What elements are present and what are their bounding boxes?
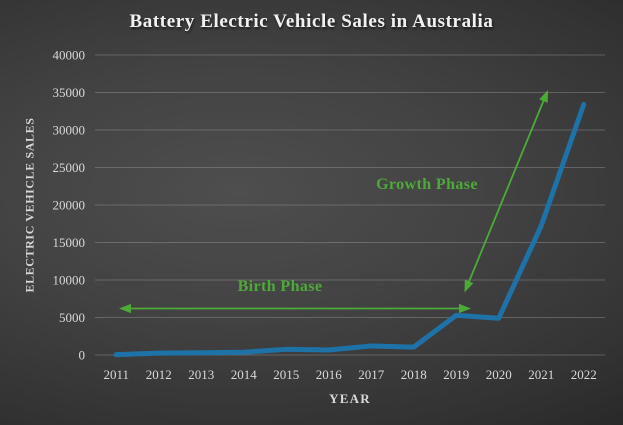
growth-phase-arrow xyxy=(467,98,546,284)
growth-phase-arrow-head xyxy=(464,279,474,293)
y-tick-label: 10000 xyxy=(53,273,86,288)
x-tick-label: 2011 xyxy=(103,367,129,382)
chart-title: Battery Electric Vehicle Sales in Austra… xyxy=(129,11,494,32)
x-tick-label: 2012 xyxy=(146,367,172,382)
y-tick-label: 40000 xyxy=(53,48,86,63)
x-tick-label: 2020 xyxy=(486,367,512,382)
x-tick-label: 2016 xyxy=(316,367,343,382)
birth-phase-label: Birth Phase xyxy=(238,278,323,295)
sales-line xyxy=(113,101,587,358)
y-tick-label: 20000 xyxy=(53,198,86,213)
y-tick-label: 35000 xyxy=(53,85,86,100)
x-tick-label: 2014 xyxy=(231,367,258,382)
birth-phase-arrow-head xyxy=(119,303,131,314)
growth-phase-label: Growth Phase xyxy=(376,176,478,193)
x-tick-label: 2018 xyxy=(401,367,427,382)
birth-phase-arrow-head xyxy=(459,303,471,314)
x-tick-label: 2015 xyxy=(273,367,299,382)
x-tick-label: 2019 xyxy=(443,367,469,382)
x-tick-label: 2022 xyxy=(571,367,597,382)
x-axis-title: YEAR xyxy=(329,391,371,406)
x-tick-label: 2013 xyxy=(188,367,214,382)
y-tick-label: 30000 xyxy=(53,123,86,138)
y-tick-label: 25000 xyxy=(53,160,86,175)
y-tick-label: 5000 xyxy=(59,310,85,325)
x-tick-label: 2021 xyxy=(528,367,554,382)
growth-phase-arrow-head xyxy=(539,90,548,103)
y-tick-label: 15000 xyxy=(53,235,86,250)
y-tick-label: 0 xyxy=(79,348,86,363)
x-tick-label: 2017 xyxy=(358,367,385,382)
